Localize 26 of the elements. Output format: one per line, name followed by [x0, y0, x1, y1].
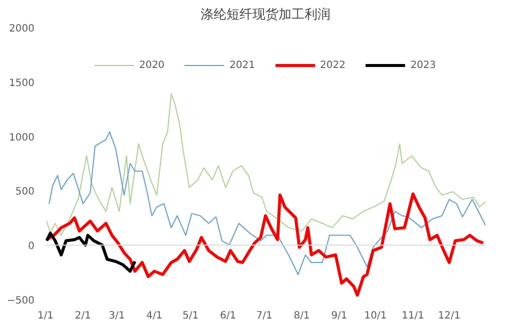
legend-label: 2023: [410, 60, 436, 70]
x-tick-label: 4/1: [146, 310, 162, 322]
y-tick-label: 1500: [9, 78, 35, 89]
y-tick-label: 2000: [9, 24, 35, 34]
x-tick-label: 6/1: [220, 310, 236, 322]
y-tick-label: −500: [7, 296, 35, 306]
x-tick-label: 5/1: [182, 310, 199, 322]
y-tick-label: 500: [15, 186, 35, 198]
y-tick-label: 1000: [9, 132, 35, 144]
x-tick-label: 8/1: [294, 310, 310, 322]
x-tick-label: 12/1: [438, 310, 460, 322]
legend-label: 2022: [320, 60, 346, 70]
x-tick-label: 2/1: [74, 310, 92, 322]
line-series: [46, 93, 486, 236]
chart-title: 涤纶短纤现货加工利润: [200, 8, 330, 22]
line-series: [48, 131, 486, 275]
legend-label: 2021: [230, 60, 255, 70]
line-series: [46, 232, 136, 273]
x-tick-label: 11/1: [402, 310, 424, 322]
y-tick-label: 0: [28, 241, 35, 252]
x-tick-label: 1/1: [37, 310, 54, 322]
x-tick-label: 9/1: [331, 310, 348, 322]
x-tick-label: 10/1: [364, 310, 387, 322]
x-tick-label: 7/1: [256, 310, 272, 322]
x-tick-label: 3/1: [108, 310, 125, 322]
legend-label: 2020: [139, 60, 165, 70]
